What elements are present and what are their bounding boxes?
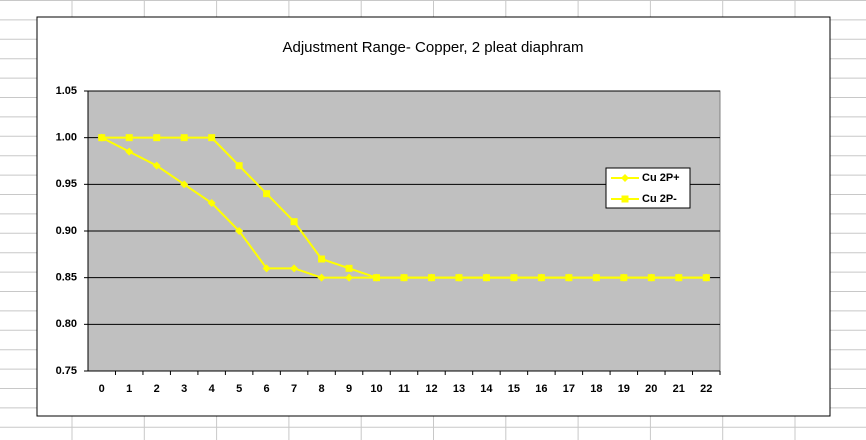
data-point [318,255,326,263]
data-point [373,274,381,282]
data-point [290,218,298,226]
data-point [235,162,243,170]
data-point [262,264,271,273]
x-tick-label: 11 [398,383,410,395]
x-tick-label: 1 [126,383,132,395]
x-tick-label: 0 [99,383,105,395]
y-tick-label: 0.90 [56,225,77,237]
data-point [400,274,408,282]
x-tick-label: 2 [154,383,160,395]
legend [605,167,691,209]
y-tick-label: 0.85 [56,272,77,284]
x-tick-label: 18 [590,383,602,395]
data-point [98,134,106,142]
data-point [427,274,435,282]
data-point [592,274,600,282]
x-tick-label: 12 [425,383,437,395]
x-tick-label: 20 [645,383,657,395]
x-tick-label: 17 [563,383,575,395]
x-tick-label: 22 [700,383,712,395]
data-point [455,274,463,282]
x-tick-label: 21 [673,383,685,395]
data-point [207,199,216,207]
data-point [208,134,216,142]
data-point [675,274,683,282]
x-tick-label: 6 [264,383,270,395]
data-point [235,227,244,235]
legend-label: Cu 2P- [642,193,677,205]
data-point [125,134,133,142]
data-point [263,190,271,198]
data-point [510,274,518,282]
x-tick-label: 5 [236,383,242,395]
data-point [125,147,134,156]
data-point [565,274,573,282]
data-point [345,264,353,272]
chart-title: Adjustment Range- Copper, 2 pleat diaphr… [282,39,583,56]
data-point [537,274,545,282]
data-point [152,161,161,170]
x-tick-label: 9 [346,383,352,395]
data-point [180,134,188,142]
x-tick-label: 3 [181,383,187,395]
y-tick-label: 0.75 [56,365,77,377]
legend-label: Cu 2P+ [642,172,680,184]
y-tick-label: 0.95 [56,178,77,190]
x-tick-label: 14 [480,383,493,395]
x-tick-label: 4 [209,383,216,395]
y-tick-label: 1.00 [56,132,77,144]
data-point [345,273,354,282]
x-tick-label: 8 [319,383,325,395]
x-tick-label: 7 [291,383,297,395]
legend-marker [621,195,629,203]
data-point [702,274,710,282]
x-tick-label: 15 [508,383,520,395]
data-point [180,180,189,189]
data-point [482,274,490,282]
data-point [647,274,655,282]
x-tick-label: 13 [453,383,465,395]
data-point [620,274,628,282]
y-tick-label: 0.80 [56,318,77,330]
data-point [290,264,299,273]
x-tick-label: 16 [535,383,547,395]
y-tick-label: 1.05 [56,85,77,97]
x-tick-label: 10 [370,383,382,395]
data-point [317,273,326,282]
x-tick-label: 19 [618,383,630,395]
data-point [153,134,161,142]
legend-marker [621,174,629,182]
